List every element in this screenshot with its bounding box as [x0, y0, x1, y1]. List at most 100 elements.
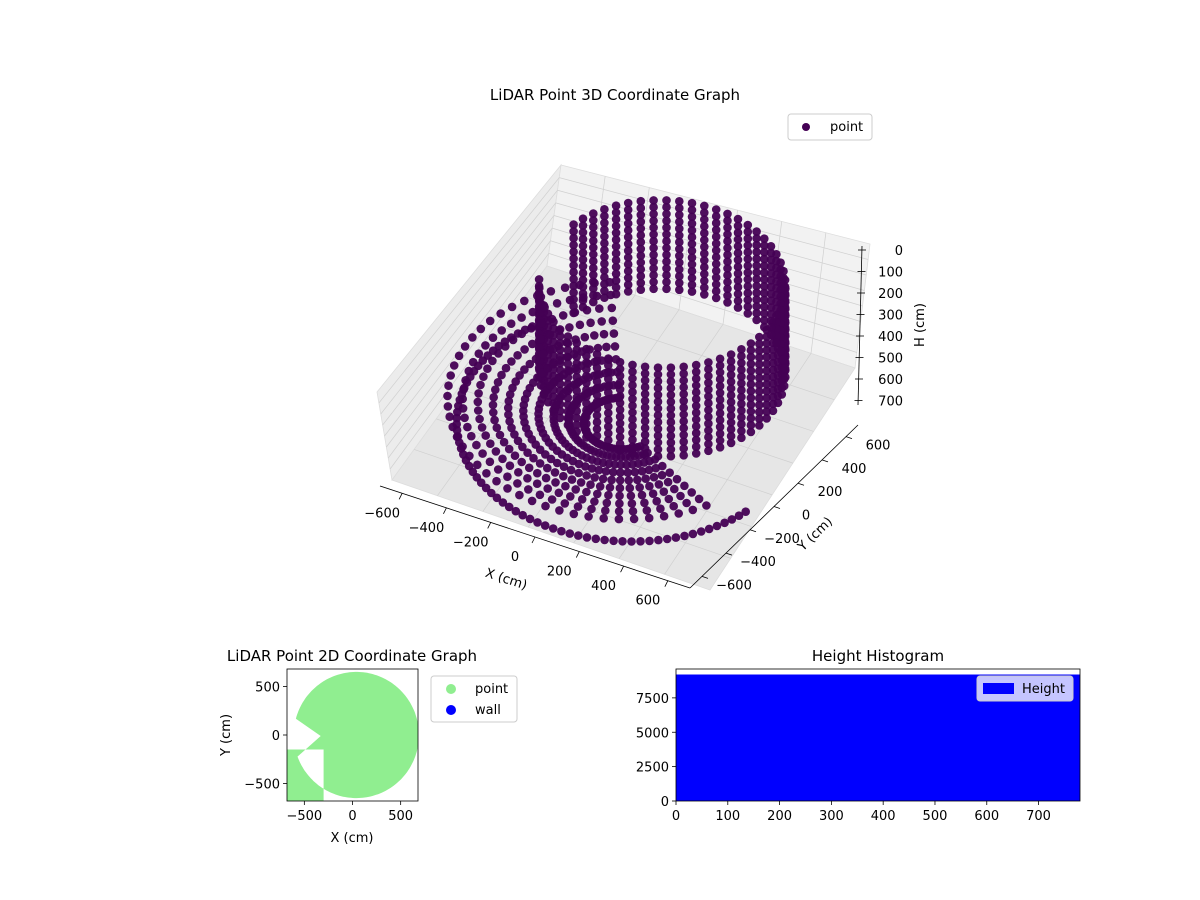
point-3d: [645, 482, 654, 491]
point-3d: [615, 499, 624, 508]
point-3d: [656, 504, 665, 513]
point-3d: [776, 347, 785, 356]
point-3d: [723, 298, 732, 307]
point-3d: [479, 372, 488, 381]
x-tick-label-histogram: 500: [923, 809, 948, 824]
z-tick-label-3d: 300: [878, 309, 903, 324]
point-3d: [570, 350, 579, 359]
point-3d: [547, 287, 556, 296]
point-3d: [566, 492, 575, 501]
point-3d: [615, 507, 624, 516]
point-3d: [680, 532, 689, 541]
point-3d: [472, 441, 481, 450]
point-3d: [593, 292, 602, 301]
y-tick-label-3d: 400: [842, 462, 867, 477]
point-3d: [665, 495, 674, 504]
point-3d: [747, 428, 756, 437]
point-3d: [557, 527, 566, 536]
point-3d: [660, 512, 669, 521]
point-3d: [603, 499, 612, 508]
y-tick-label-histogram: 0: [661, 795, 669, 810]
point-3d: [780, 382, 789, 391]
point-3d: [520, 345, 529, 354]
point-3d: [781, 373, 790, 382]
point-3d: [446, 371, 455, 380]
point-3d: [755, 421, 764, 430]
point-3d: [578, 347, 587, 356]
point-3d: [536, 491, 545, 500]
point-3d: [641, 474, 650, 483]
point-3d: [712, 294, 721, 303]
point-3d: [533, 469, 542, 478]
point-3d: [533, 479, 542, 488]
point-3d: [515, 491, 524, 500]
point-3d: [553, 299, 562, 308]
point-3d: [582, 471, 591, 480]
point-3d: [574, 502, 583, 511]
point-3d: [559, 472, 568, 481]
point-3d: [581, 333, 590, 342]
z-tick-label-3d: 500: [878, 352, 903, 367]
point-3d: [633, 476, 642, 485]
x-tick-3d: [576, 552, 579, 558]
point-3d: [474, 406, 483, 415]
point-3d: [460, 414, 469, 423]
point-3d: [611, 342, 620, 351]
point-3d: [478, 423, 487, 432]
point-3d: [655, 480, 664, 489]
point-3d: [517, 458, 526, 467]
point-3d: [583, 533, 592, 542]
y-tick-label-2d: 0: [272, 729, 280, 744]
point-3d: [549, 524, 558, 533]
point-3d: [608, 304, 617, 313]
point-3d: [576, 321, 585, 330]
point-3d: [565, 323, 574, 332]
y-tick-label-3d: −200: [764, 532, 800, 547]
x-tick-3d: [488, 522, 491, 528]
legend-histogram-label: Height: [1022, 682, 1065, 697]
x-tick-3d: [443, 508, 446, 514]
point-3d: [507, 319, 516, 328]
point-3d: [445, 412, 454, 421]
point-3d: [663, 535, 672, 544]
point-3d: [514, 468, 523, 477]
point-3d: [590, 473, 599, 482]
point-3d: [609, 316, 618, 325]
x-ticks-histogram: 0 100 200 300 400 500 600 700: [672, 801, 1051, 824]
point-3d: [555, 326, 564, 335]
point-3d: [481, 341, 490, 350]
point-3d: [478, 449, 487, 458]
point-3d: [533, 291, 542, 300]
point-cloud-2d: [285, 672, 419, 803]
point-3d: [595, 304, 604, 313]
plot-area-2d: [285, 672, 419, 803]
point-3d: [702, 501, 711, 510]
point-3d: [455, 352, 464, 361]
point-3d: [444, 381, 453, 390]
point-3d: [727, 439, 736, 448]
point-3d: [493, 423, 502, 432]
point-3d: [543, 464, 552, 473]
point-3d: [627, 537, 636, 546]
point-3d: [760, 323, 769, 332]
point-3d: [507, 357, 516, 366]
point-3d: [618, 537, 627, 546]
point-3d: [474, 398, 483, 407]
point-3d: [601, 506, 610, 515]
x-tick-label-3d: −600: [364, 506, 400, 521]
point-3d: [640, 499, 649, 508]
point-3d: [523, 474, 532, 483]
point-3d: [489, 408, 498, 417]
histogram-title: Height Histogram: [812, 647, 944, 665]
point-3d: [505, 445, 514, 454]
point-3d: [700, 290, 709, 299]
point-3d: [578, 495, 587, 504]
point-3d: [540, 303, 549, 312]
point-3d: [679, 451, 688, 460]
point-3d: [752, 316, 761, 325]
x-tick-label-2d: 0: [348, 809, 356, 824]
point-3d: [614, 381, 623, 390]
x-tick-label-3d: 600: [635, 594, 660, 609]
point-3d: [762, 414, 771, 423]
point-3d: [508, 303, 517, 312]
